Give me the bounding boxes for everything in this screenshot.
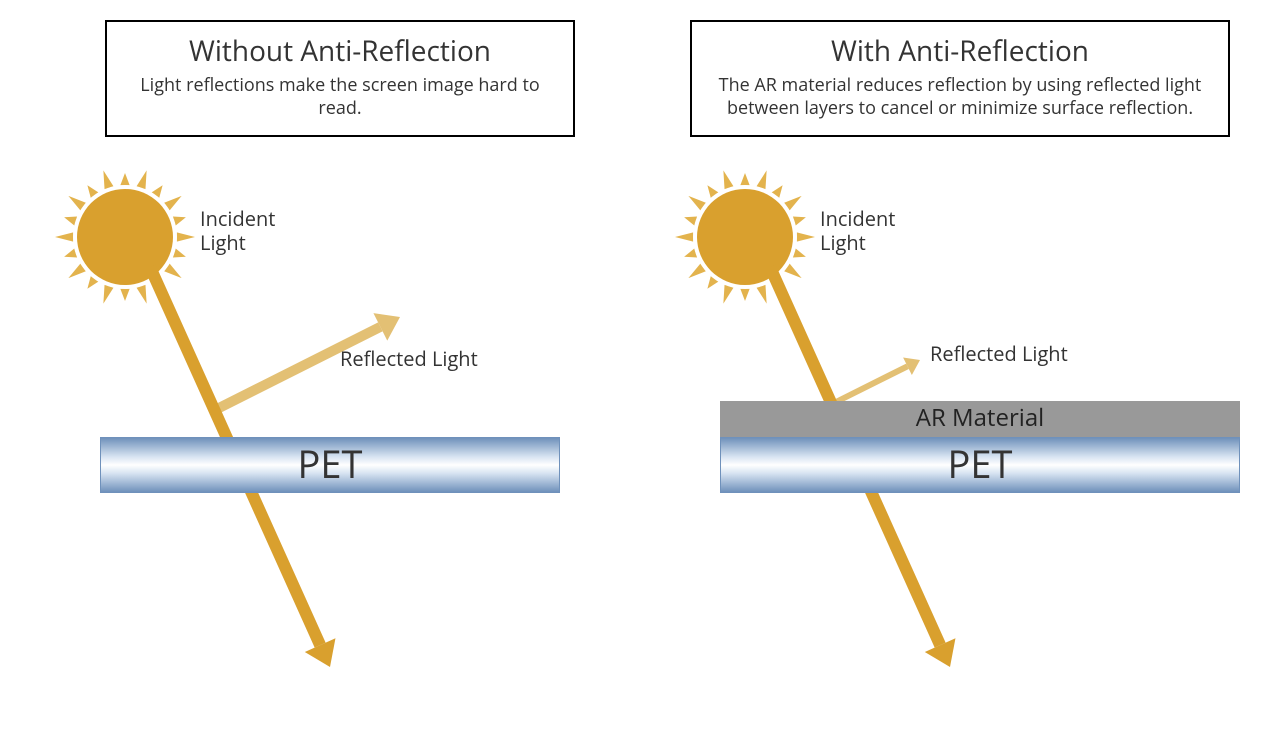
subtitle-right: The AR material reduces reflection by us… — [712, 74, 1208, 121]
sun-icon — [675, 170, 815, 303]
pet-layer-left: PET — [100, 437, 560, 493]
reflected-label-left: Reflected Light — [340, 347, 478, 371]
diagram-left: IncidentLight Reflected Light PET — [40, 147, 640, 707]
pet-layer-right: PET — [720, 437, 1240, 493]
ar-layer-right: AR Material — [720, 401, 1240, 437]
ar-label-right: AR Material — [916, 401, 1044, 434]
svg-left — [40, 147, 640, 707]
title-box-right: With Anti-Reflection The AR material red… — [690, 20, 1230, 137]
sun-icon — [55, 170, 195, 303]
subtitle-left: Light reflections make the screen image … — [127, 74, 553, 121]
pet-label-right: PET — [948, 438, 1013, 490]
diagram-right: IncidentLight Reflected Light AR Materia… — [660, 147, 1260, 707]
title-left: Without Anti-Reflection — [127, 32, 553, 70]
panel-without-ar: Without Anti-Reflection Light reflection… — [40, 20, 640, 720]
title-right: With Anti-Reflection — [712, 32, 1208, 70]
title-box-left: Without Anti-Reflection Light reflection… — [105, 20, 575, 137]
pet-label-left: PET — [298, 438, 363, 490]
incident-label-right: IncidentLight — [820, 207, 895, 255]
reflected-arrow-right — [836, 357, 920, 402]
incident-label-left: IncidentLight — [200, 207, 275, 255]
reflected-label-right: Reflected Light — [930, 342, 1068, 366]
panel-with-ar: With Anti-Reflection The AR material red… — [660, 20, 1260, 720]
